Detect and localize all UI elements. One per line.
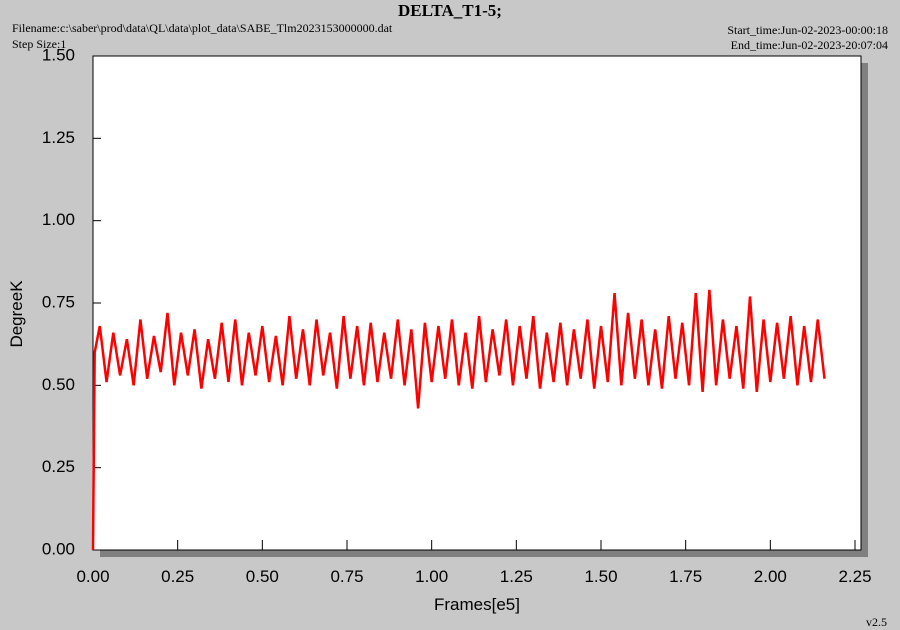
x-tick-label: 2.00	[754, 567, 787, 586]
y-tick-label: 0.50	[42, 375, 75, 394]
y-tick-label: 0.75	[42, 292, 75, 311]
plot-area	[92, 55, 862, 551]
x-tick-label: 0.75	[330, 567, 363, 586]
y-tick-label: 0.00	[42, 539, 75, 558]
x-tick-label: 0.25	[161, 567, 194, 586]
x-tick-label: 1.00	[415, 567, 448, 586]
y-tick-label: 0.25	[42, 457, 75, 476]
x-tick-label: 1.25	[500, 567, 533, 586]
x-tick-label: 1.50	[584, 567, 617, 586]
start-time: Start_time:Jun-02-2023-00:00:18	[727, 23, 888, 37]
chart-title: DELTA_T1-5;	[398, 1, 502, 20]
y-axis-label: DegreeK	[7, 280, 26, 348]
y-tick-label: 1.25	[42, 128, 75, 147]
data-line	[91, 289, 826, 551]
x-tick-label: 0.00	[76, 567, 109, 586]
x-tick-label: 0.50	[246, 567, 279, 586]
end-time: End_time:Jun-02-2023-20:07:04	[731, 38, 888, 52]
x-tick-label: 2.25	[838, 567, 871, 586]
version: v2.5	[866, 615, 887, 629]
x-tick-label: 1.75	[669, 567, 702, 586]
y-tick-label: 1.50	[42, 45, 75, 64]
x-axis-label: Frames[e5]	[434, 595, 520, 614]
filename: Filename:c:\saber\prod\data\QL\data\plot…	[12, 21, 393, 35]
y-tick-label: 1.00	[42, 210, 75, 229]
step-size: Step Size:1	[12, 37, 66, 51]
